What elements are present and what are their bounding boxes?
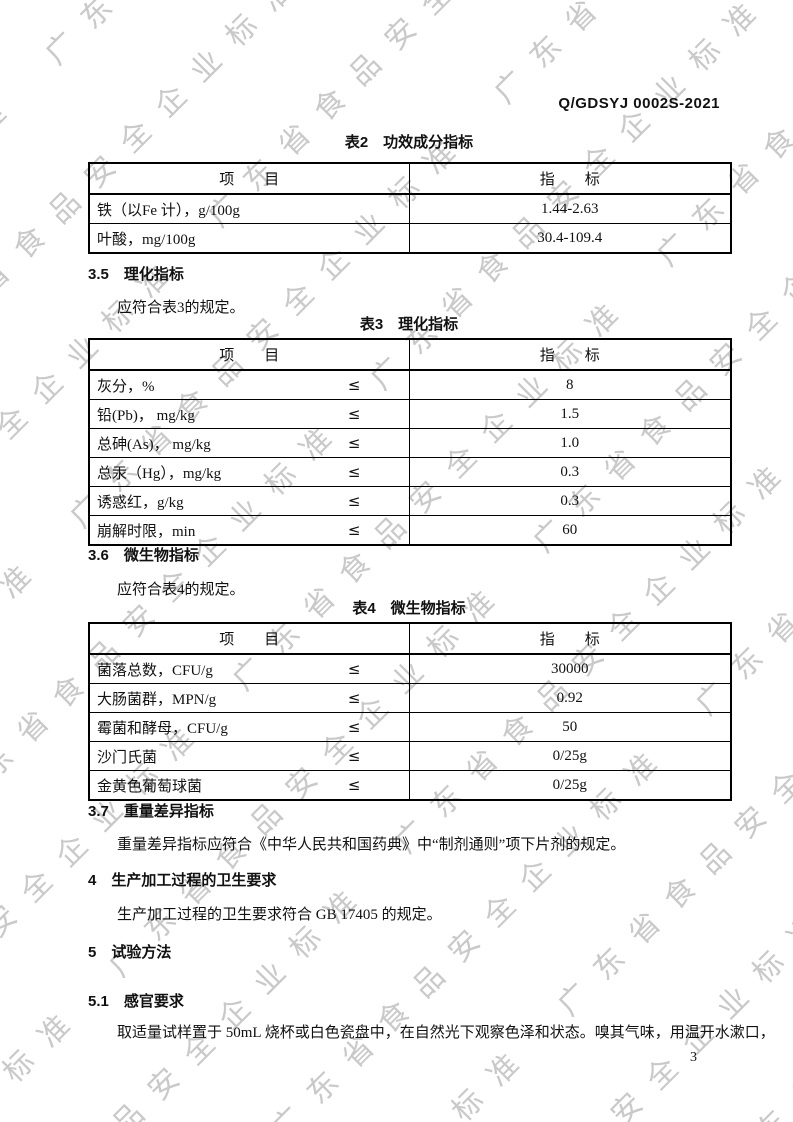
row-operator: ≤ [347, 776, 361, 794]
table2: 项 目 指 标 铁（以Fe 计），g/100g 1.44-2.63 叶酸，mg/… [88, 162, 732, 254]
row-operator: ≤ [347, 434, 361, 452]
row-value: 1.44-2.63 [408, 193, 732, 224]
row-value: 1.0 [408, 428, 732, 458]
table-row: 菌落总数，CFU/g ≤ 30000 [88, 653, 732, 684]
table-row: 叶酸，mg/100g 30.4-109.4 [88, 223, 732, 254]
row-item: 总砷(As)， mg/kg [97, 436, 211, 453]
table2-title: 表2 功效成分指标 [344, 134, 474, 151]
section-3-6-heading: 3.6 微生物指标 [88, 547, 199, 564]
table4-title: 表4 微生物指标 [352, 600, 466, 617]
table3: 项 目 指 标 灰分，% ≤ 8 铅(Pb)， mg/kg ≤ 1.5 总砷(As)… [88, 338, 732, 546]
section-3-5-heading: 3.5 理化指标 [88, 266, 184, 283]
table-row: 总砷(As)， mg/kg ≤ 1.0 [88, 428, 732, 458]
table2-header-row: 项 目 指 标 [88, 162, 732, 195]
table-row: 霉菌和酵母，CFU/g ≤ 50 [88, 712, 732, 742]
table-row: 铅(Pb)， mg/kg ≤ 1.5 [88, 399, 732, 429]
column-header-item: 项 目 [88, 622, 410, 655]
table-row: 金黄色葡萄球菌 ≤ 0/25g [88, 770, 732, 801]
row-item: 金黄色葡萄球菌 [97, 778, 203, 795]
table-row: 崩解时限，min ≤ 60 [88, 515, 732, 546]
row-value: 0/25g [408, 770, 732, 801]
column-header-item: 项 目 [88, 338, 410, 371]
section-5-1-body: 取适量试样置于 50mL 烧杯或白色瓷盘中，在自然光下观察色泽和状态。嗅其气味，… [117, 1025, 775, 1041]
column-header-item: 项 目 [88, 162, 410, 195]
row-operator: ≤ [347, 747, 361, 765]
row-value: 30.4-109.4 [408, 223, 732, 254]
section-4-body: 生产加工过程的卫生要求符合 GB 17405 的规定。 [117, 907, 442, 923]
row-value: 0.92 [408, 683, 732, 713]
row-operator: ≤ [347, 521, 361, 539]
table-row: 铁（以Fe 计），g/100g 1.44-2.63 [88, 193, 732, 224]
table-row: 大肠菌群，MPN/g ≤ 0.92 [88, 683, 732, 713]
section-5-heading: 5 试验方法 [88, 944, 172, 961]
row-item: 诱惑红，g/kg [97, 494, 184, 511]
row-item: 铁（以Fe 计），g/100g [97, 202, 240, 219]
row-item: 沙门氏菌 [97, 749, 158, 766]
row-item: 菌落总数，CFU/g [97, 662, 213, 679]
row-operator: ≤ [347, 718, 361, 736]
table-row: 总汞（Hg），mg/kg ≤ 0.3 [88, 457, 732, 487]
table3-header-row: 项 目 指 标 [88, 338, 732, 371]
section-5-1-heading: 5.1 感官要求 [88, 993, 184, 1010]
row-value: 8 [408, 369, 732, 400]
table3-title: 表3 理化指标 [359, 316, 459, 333]
row-value: 0.3 [408, 457, 732, 487]
row-operator: ≤ [347, 376, 361, 394]
row-item: 崩解时限，min [97, 523, 196, 540]
section-4-heading: 4 生产加工过程的卫生要求 [88, 872, 277, 889]
row-value: 0/25g [408, 741, 732, 771]
section-3-7-body: 重量差异指标应符合《中华人民共和国药典》中“制剂通则”项下片剂的规定。 [117, 837, 626, 853]
row-operator: ≤ [347, 463, 361, 481]
row-operator: ≤ [347, 492, 361, 510]
row-operator: ≤ [347, 689, 361, 707]
row-value: 50 [408, 712, 732, 742]
row-item: 铅(Pb)， mg/kg [97, 407, 195, 424]
table-row: 诱惑红，g/kg ≤ 0.3 [88, 486, 732, 516]
row-item: 霉菌和酵母，CFU/g [97, 720, 228, 737]
table-row: 灰分，% ≤ 8 [88, 369, 732, 400]
page-number: 3 [690, 1050, 697, 1065]
row-item: 叶酸，mg/100g [97, 231, 196, 248]
table-row: 沙门氏菌 ≤ 0/25g [88, 741, 732, 771]
section-3-7-heading: 3.7 重量差异指标 [88, 803, 214, 820]
standard-number: Q/GDSYJ 0002S-2021 [558, 95, 720, 112]
row-operator: ≤ [347, 660, 361, 678]
column-header-value: 指 标 [408, 622, 732, 655]
row-value: 1.5 [408, 399, 732, 429]
row-item: 大肠菌群，MPN/g [97, 691, 217, 708]
row-item: 灰分，% [97, 378, 155, 395]
table4: 项 目 指 标 菌落总数，CFU/g ≤ 30000 大肠菌群，MPN/g ≤ 0.… [88, 622, 732, 801]
row-value: 0.3 [408, 486, 732, 516]
row-operator: ≤ [347, 405, 361, 423]
section-3-6-body: 应符合表4的规定。 [117, 582, 245, 598]
section-3-5-body: 应符合表3的规定。 [117, 300, 245, 316]
row-item: 总汞（Hg），mg/kg [97, 465, 222, 482]
table4-header-row: 项 目 指 标 [88, 622, 732, 655]
column-header-value: 指 标 [408, 162, 732, 195]
row-value: 60 [408, 515, 732, 546]
row-value: 30000 [408, 653, 732, 684]
column-header-value: 指 标 [408, 338, 732, 371]
